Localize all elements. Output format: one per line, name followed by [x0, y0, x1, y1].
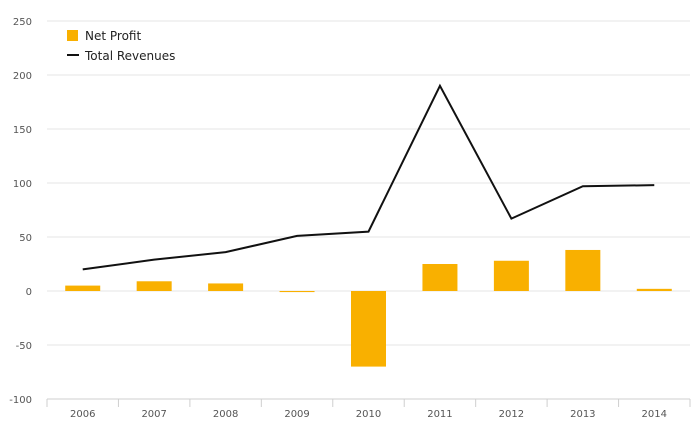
net-profit-bar	[422, 264, 458, 291]
net-profit-bars	[65, 249, 672, 367]
net-profit-bar	[565, 249, 601, 291]
total-revenues-line	[82, 83, 655, 271]
net-profit-bar	[279, 291, 315, 293]
legend-net-profit-label: Net Profit	[85, 29, 141, 43]
x-tick-label: 2011	[427, 409, 452, 420]
x-axis: 2006 2007 2008 2009 2010 2011 2012 2013 2014	[46, 398, 691, 420]
x-tick-label: 2013	[570, 409, 595, 420]
x-tick-label: 2012	[499, 409, 524, 420]
y-tick-label: 50	[19, 233, 32, 244]
y-tick-label: -100	[9, 395, 32, 406]
x-tick-label: 2010	[356, 409, 381, 420]
legend-total-revenues-label: Total Revenues	[84, 49, 175, 63]
net-profit-bar	[493, 260, 529, 291]
y-tick-label: 100	[13, 179, 32, 190]
x-tick-label: 2008	[213, 409, 238, 420]
x-tick-label: 2006	[70, 409, 95, 420]
y-tick-label: 0	[26, 287, 32, 298]
y-tick-label: -50	[16, 341, 32, 352]
y-tick-label: 200	[13, 71, 32, 82]
x-tick-label: 2007	[141, 409, 166, 420]
net-profit-bar	[208, 283, 244, 291]
x-tick-label: 2009	[284, 409, 309, 420]
y-axis-tick-labels: 250 200 150 100 50 0 -50 -100	[9, 17, 32, 406]
legend-net-profit-swatch	[67, 30, 78, 41]
y-tick-label: 250	[13, 17, 32, 28]
legend: Net Profit Total Revenues	[67, 29, 175, 63]
net-profit-bar	[136, 281, 172, 291]
x-tick-label: 2014	[642, 409, 667, 420]
net-profit-bar	[351, 291, 386, 367]
net-profit-bar	[65, 285, 101, 291]
y-tick-label: 150	[13, 125, 32, 136]
net-profit-bar	[636, 288, 672, 291]
total-revenues-line-group	[82, 83, 655, 271]
